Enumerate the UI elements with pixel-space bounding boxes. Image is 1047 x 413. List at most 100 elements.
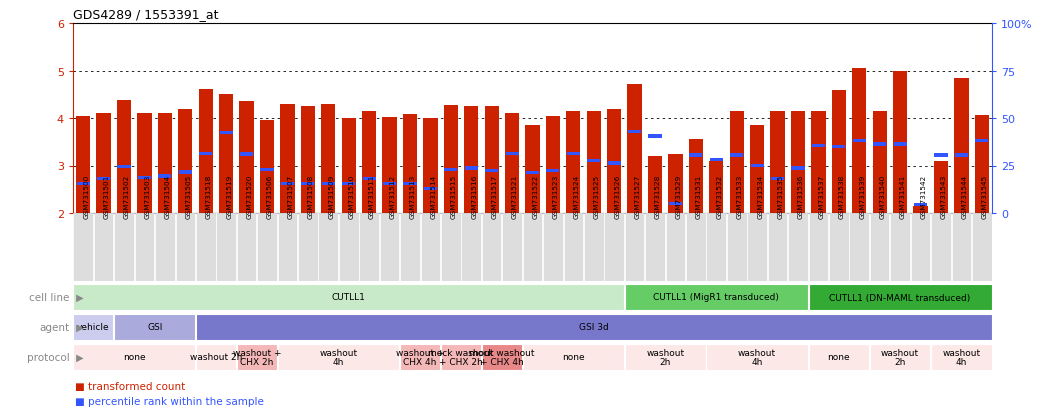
- Bar: [341, 119, 356, 214]
- FancyBboxPatch shape: [625, 285, 808, 310]
- FancyBboxPatch shape: [707, 214, 727, 281]
- Text: washout
4h: washout 4h: [319, 348, 358, 366]
- Text: GSM731501: GSM731501: [104, 175, 110, 219]
- Text: GSM731508: GSM731508: [308, 175, 314, 219]
- Bar: [811, 112, 825, 214]
- Bar: [771, 178, 784, 181]
- FancyBboxPatch shape: [727, 214, 747, 281]
- Bar: [852, 69, 867, 214]
- Bar: [566, 112, 580, 214]
- FancyBboxPatch shape: [196, 214, 216, 281]
- FancyBboxPatch shape: [767, 214, 787, 281]
- Bar: [300, 107, 315, 214]
- FancyBboxPatch shape: [625, 214, 644, 281]
- Text: CUTLL1: CUTLL1: [332, 293, 365, 302]
- Bar: [934, 154, 948, 157]
- Bar: [914, 203, 927, 206]
- FancyBboxPatch shape: [94, 214, 113, 281]
- FancyBboxPatch shape: [890, 214, 910, 281]
- Bar: [403, 115, 417, 214]
- Bar: [526, 171, 539, 175]
- Bar: [240, 153, 253, 157]
- Text: washout
2h: washout 2h: [646, 348, 685, 366]
- Text: GSM731529: GSM731529: [675, 175, 682, 219]
- Bar: [382, 117, 397, 214]
- Text: GSM731537: GSM731537: [819, 175, 824, 219]
- Text: GSM731512: GSM731512: [389, 175, 396, 219]
- Bar: [832, 145, 845, 149]
- Text: GSM731511: GSM731511: [370, 175, 375, 219]
- FancyBboxPatch shape: [339, 214, 358, 281]
- Text: GSM731509: GSM731509: [329, 175, 334, 219]
- FancyBboxPatch shape: [196, 344, 236, 370]
- Bar: [954, 78, 968, 214]
- Text: GSM731542: GSM731542: [920, 175, 927, 219]
- Bar: [730, 112, 743, 214]
- Bar: [607, 162, 621, 165]
- Bar: [628, 131, 641, 134]
- FancyBboxPatch shape: [400, 214, 420, 281]
- Bar: [975, 140, 988, 143]
- Bar: [138, 176, 151, 180]
- Text: GSM731507: GSM731507: [288, 175, 293, 219]
- FancyBboxPatch shape: [604, 214, 624, 281]
- FancyBboxPatch shape: [522, 214, 542, 281]
- Text: vehicle: vehicle: [77, 323, 110, 332]
- FancyBboxPatch shape: [931, 344, 992, 370]
- Bar: [485, 169, 498, 173]
- FancyBboxPatch shape: [135, 214, 154, 281]
- FancyBboxPatch shape: [114, 214, 134, 281]
- Bar: [444, 105, 458, 214]
- Bar: [117, 165, 131, 169]
- Bar: [485, 107, 498, 214]
- FancyBboxPatch shape: [73, 214, 93, 281]
- Text: GSM731543: GSM731543: [941, 175, 946, 219]
- Text: GSM731545: GSM731545: [982, 175, 987, 219]
- Text: GSM731534: GSM731534: [757, 175, 763, 219]
- FancyBboxPatch shape: [870, 214, 890, 281]
- Text: GSM731517: GSM731517: [492, 175, 497, 219]
- Bar: [96, 114, 111, 214]
- Bar: [444, 168, 458, 171]
- Text: GSM731526: GSM731526: [615, 175, 620, 219]
- Text: washout
2h: washout 2h: [881, 348, 919, 366]
- FancyBboxPatch shape: [73, 314, 113, 340]
- Text: GSM731540: GSM731540: [879, 175, 886, 219]
- Text: GSM731527: GSM731527: [634, 175, 641, 219]
- Bar: [975, 115, 989, 214]
- Bar: [199, 152, 213, 156]
- Bar: [934, 161, 949, 214]
- Text: GSM731506: GSM731506: [267, 175, 273, 219]
- Text: GSM731539: GSM731539: [860, 175, 865, 219]
- FancyBboxPatch shape: [808, 344, 869, 370]
- Bar: [873, 143, 886, 147]
- Text: GSM731544: GSM731544: [961, 175, 967, 219]
- FancyBboxPatch shape: [114, 314, 195, 340]
- Bar: [464, 107, 478, 214]
- FancyBboxPatch shape: [911, 214, 931, 281]
- FancyBboxPatch shape: [870, 344, 931, 370]
- Text: mock washout
+ CHX 2h: mock washout + CHX 2h: [428, 348, 494, 366]
- Bar: [710, 159, 722, 162]
- Bar: [893, 143, 907, 147]
- Bar: [627, 85, 642, 214]
- Bar: [669, 202, 682, 206]
- Bar: [913, 206, 928, 214]
- Bar: [97, 178, 110, 181]
- FancyBboxPatch shape: [73, 285, 624, 310]
- FancyBboxPatch shape: [462, 214, 481, 281]
- Text: ▶: ▶: [73, 292, 84, 302]
- FancyBboxPatch shape: [788, 214, 808, 281]
- FancyBboxPatch shape: [972, 214, 992, 281]
- Bar: [179, 171, 192, 174]
- FancyBboxPatch shape: [645, 214, 665, 281]
- Text: GSM731510: GSM731510: [349, 175, 355, 219]
- Text: GSM731538: GSM731538: [839, 175, 845, 219]
- Text: ▶: ▶: [73, 322, 84, 332]
- Bar: [771, 112, 784, 214]
- Bar: [648, 157, 662, 214]
- Text: GSM731503: GSM731503: [144, 175, 151, 219]
- Text: GSM731536: GSM731536: [798, 175, 804, 219]
- Text: GSM731502: GSM731502: [124, 175, 130, 219]
- Bar: [545, 116, 560, 214]
